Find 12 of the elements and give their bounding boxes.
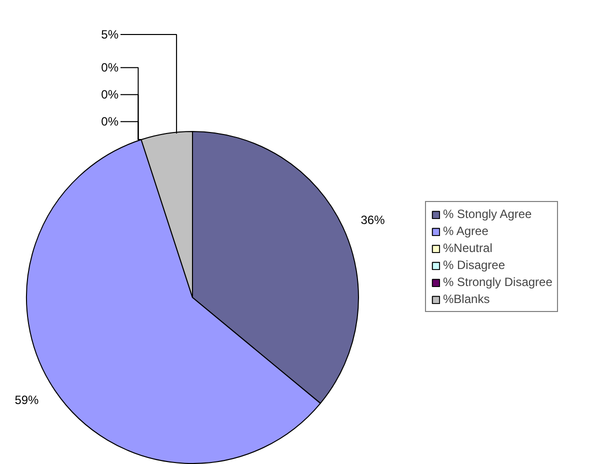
- legend-label: % Disagree: [443, 258, 506, 272]
- data-label: 5%: [101, 28, 119, 42]
- legend-label: % Strongly Disagree: [443, 275, 552, 289]
- text: 0%: [101, 60, 118, 75]
- data-label: 36%: [360, 212, 386, 227]
- legend-label: %Neutral: [443, 241, 492, 255]
- text: 0%: [101, 114, 118, 129]
- text: 0%: [101, 88, 118, 102]
- data-label: 59%: [14, 393, 40, 408]
- legend-label: % Stongly Agree: [443, 207, 532, 221]
- legend-label: %Blanks: [443, 292, 490, 306]
- legend-label: % Agree: [443, 224, 488, 238]
